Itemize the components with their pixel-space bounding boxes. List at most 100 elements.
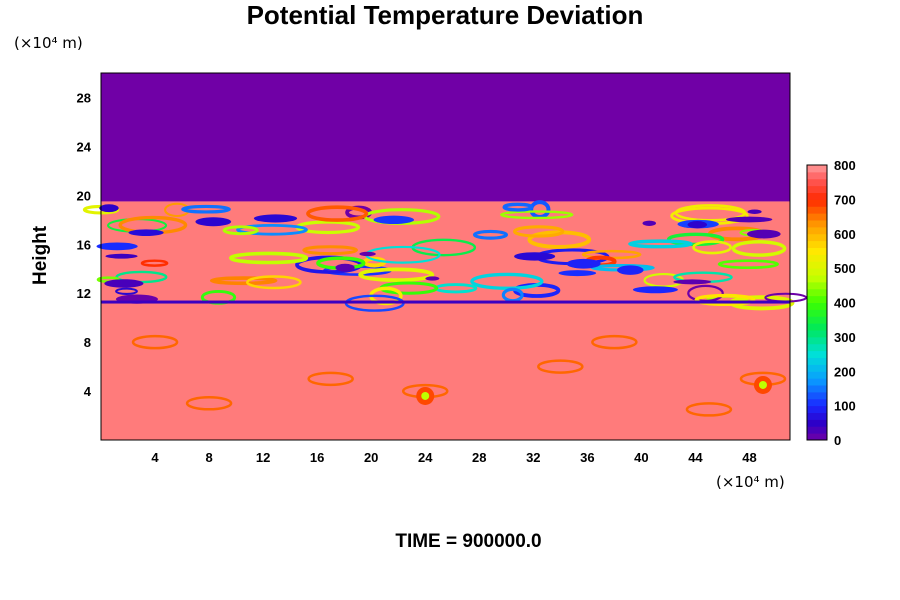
layer-boundary [101, 300, 790, 304]
colorbar-tick-label: 200 [834, 364, 856, 379]
colorbar-tick-label: 0 [834, 433, 841, 448]
y-tick-label: 20 [77, 188, 91, 203]
field-region [101, 73, 790, 202]
colorbar-band [807, 330, 827, 338]
colorbar-band [807, 247, 827, 255]
turbulence-band [246, 275, 302, 290]
y-tick-label: 16 [77, 237, 91, 252]
colorbar-band [807, 364, 827, 372]
y-tick-label: 4 [84, 384, 92, 399]
cold-patch [253, 214, 298, 223]
x-axis-unit: (×10⁴ m) [716, 473, 785, 491]
x-tick-label: 48 [742, 450, 756, 465]
colorbar-frame [806, 164, 828, 441]
wave-feature [591, 334, 638, 350]
vortex-center [758, 380, 767, 389]
x-tick-label: 24 [418, 450, 433, 465]
x-tick-label: 44 [688, 450, 703, 465]
x-tick-label: 4 [151, 450, 159, 465]
colorbar-band [807, 213, 827, 221]
colorbar-tick-label: 600 [834, 227, 856, 242]
colorbar-band [807, 385, 827, 393]
chart-title: Potential Temperature Deviation [246, 0, 644, 30]
cold-patch [566, 258, 601, 269]
time-label: TIME = 900000.0 [395, 531, 542, 552]
x-tick-label: 40 [634, 450, 648, 465]
y-tick-label: 24 [77, 139, 92, 154]
colorbar-band [807, 302, 827, 310]
x-tick-label: 28 [472, 450, 486, 465]
colorbar-band [807, 323, 827, 331]
turbulence-band [731, 240, 787, 257]
cold-patch [687, 220, 708, 229]
colorbar-band [807, 206, 827, 214]
turbulence-band [222, 225, 259, 236]
cold-patch [725, 216, 773, 223]
colorbar-tick-label: 100 [834, 399, 856, 414]
colorbar-band [807, 343, 827, 352]
turbulence-band [513, 225, 565, 238]
y-tick-label: 12 [77, 286, 91, 301]
x-tick-label: 16 [310, 450, 324, 465]
y-tick-label: 28 [77, 90, 91, 105]
colorbar-band [807, 378, 827, 386]
x-tick-label: 20 [364, 450, 378, 465]
x-tick-label: 12 [256, 450, 270, 465]
turbulence-band [306, 205, 369, 222]
colorbar-band [807, 405, 827, 413]
cold-patch [746, 229, 781, 239]
colorbar-band [807, 199, 827, 207]
colorbar-band [807, 412, 827, 420]
turbulence-band [302, 245, 359, 256]
cold-patch [96, 242, 138, 251]
turbulence-band [694, 293, 756, 307]
wave-feature [537, 359, 584, 374]
turbulence-band [500, 210, 574, 220]
colorbar-band [807, 419, 827, 427]
wave-feature [185, 396, 233, 411]
cold-patch [99, 204, 119, 213]
colorbar-tick-label: 700 [834, 192, 856, 207]
turbulence-band [181, 204, 231, 214]
cold-patch [195, 217, 232, 227]
x-tick-label: 32 [526, 450, 540, 465]
colorbar-band [807, 171, 827, 180]
colorbar-band [807, 226, 827, 235]
cold-patch [335, 263, 355, 272]
colorbar-band [807, 295, 827, 303]
cold-patch [632, 286, 678, 294]
colorbar-band [807, 281, 827, 290]
colorbar-band [807, 268, 827, 276]
wave-feature [307, 371, 354, 387]
cold-patch [128, 229, 164, 236]
turbulence-band [209, 276, 278, 286]
plot-frame [100, 72, 791, 441]
colorbar-tick-label: 800 [834, 158, 856, 173]
vortex-center [421, 391, 430, 400]
colorbar-band [807, 254, 827, 262]
colorbar-band [807, 391, 827, 400]
colorbar-band [807, 275, 827, 283]
colorbar-tick-label: 500 [834, 261, 856, 276]
cold-patch [105, 253, 138, 259]
turbulence-band [692, 240, 733, 255]
colorbar-tick-label: 300 [834, 330, 856, 345]
y-axis-unit: (×10⁴ m) [14, 34, 83, 52]
colorbar-band [807, 220, 827, 228]
wave-feature [131, 334, 179, 350]
colorbar-band [807, 192, 827, 200]
turbulence-band [472, 229, 509, 240]
colorbar-band [807, 426, 827, 434]
colorbar-band [807, 233, 827, 242]
colorbar-tick-label: 400 [834, 296, 856, 311]
colorbar-band [807, 336, 827, 345]
colorbar-band [807, 398, 827, 407]
colorbar-band [807, 240, 827, 248]
colorbar-band [807, 288, 827, 297]
turbulence-band [502, 202, 534, 212]
colorbar-band [807, 316, 827, 324]
colorbar-band [807, 350, 827, 358]
colorbar-band [807, 357, 827, 365]
turbulence-band [140, 259, 169, 267]
